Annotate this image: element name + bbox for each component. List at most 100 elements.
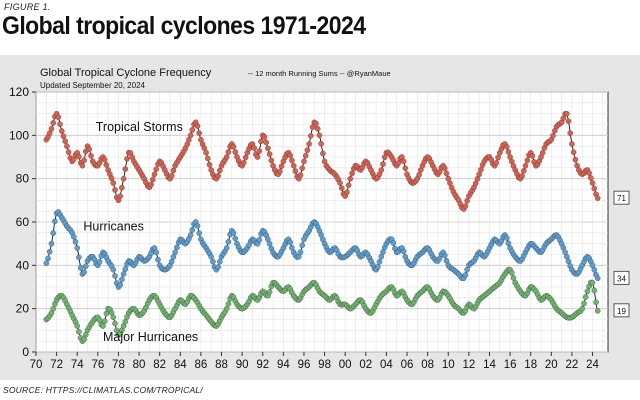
data-point bbox=[290, 162, 297, 169]
y-tick-label: 20 bbox=[16, 302, 30, 316]
data-point bbox=[155, 256, 161, 263]
data-point bbox=[48, 240, 55, 247]
data-point bbox=[88, 153, 94, 159]
x-tick-label: 04 bbox=[380, 359, 393, 371]
data-point bbox=[52, 218, 58, 225]
data-point bbox=[258, 138, 264, 145]
data-point bbox=[76, 153, 82, 160]
data-point bbox=[203, 149, 209, 156]
data-point bbox=[232, 235, 239, 242]
data-point bbox=[122, 266, 129, 272]
data-point bbox=[375, 264, 381, 270]
data-point bbox=[442, 252, 448, 259]
data-point bbox=[277, 168, 283, 175]
data-point bbox=[62, 138, 68, 144]
data-point bbox=[564, 253, 570, 260]
data-point bbox=[378, 253, 385, 260]
data-point bbox=[232, 149, 239, 155]
data-point bbox=[45, 255, 51, 262]
data-point bbox=[170, 167, 177, 174]
data-point bbox=[292, 168, 299, 174]
data-point bbox=[217, 167, 223, 174]
end-value-box bbox=[613, 303, 630, 318]
data-point bbox=[223, 305, 230, 312]
data-point bbox=[443, 170, 450, 177]
x-tick-label: 90 bbox=[236, 359, 249, 371]
data-point bbox=[569, 141, 575, 147]
x-tick-label: 06 bbox=[401, 359, 414, 371]
data-point bbox=[174, 244, 180, 251]
data-point bbox=[589, 279, 596, 286]
data-point bbox=[112, 273, 118, 279]
data-point bbox=[210, 258, 216, 265]
data-point bbox=[400, 248, 407, 255]
data-point bbox=[65, 149, 72, 155]
data-point bbox=[400, 158, 407, 164]
figure-label: FIGURE 1. bbox=[4, 2, 51, 12]
data-point bbox=[416, 172, 422, 178]
y-tick-label: 100 bbox=[9, 128, 29, 142]
data-point bbox=[565, 258, 572, 265]
data-point bbox=[124, 156, 130, 162]
data-point bbox=[318, 140, 324, 147]
x-tick-label: 80 bbox=[133, 359, 146, 371]
data-point bbox=[287, 239, 293, 246]
data-point bbox=[318, 232, 324, 238]
x-tick-label: 96 bbox=[298, 359, 311, 371]
chart-subtitle: -- 12 month Running Sums -- @RyanMaue bbox=[248, 69, 391, 78]
data-point bbox=[120, 271, 127, 277]
data-point bbox=[493, 160, 500, 166]
data-point bbox=[251, 145, 257, 151]
x-tick-label: 92 bbox=[256, 359, 269, 371]
data-point bbox=[55, 114, 62, 120]
data-point bbox=[402, 165, 409, 171]
data-point bbox=[196, 130, 202, 136]
x-tick-label: 10 bbox=[442, 359, 455, 371]
data-point bbox=[110, 314, 117, 321]
data-point bbox=[529, 153, 536, 159]
data-point bbox=[570, 149, 577, 156]
data-point bbox=[524, 157, 531, 164]
data-point bbox=[112, 187, 118, 193]
data-point bbox=[187, 132, 194, 139]
data-point bbox=[442, 165, 448, 172]
data-point bbox=[320, 150, 326, 157]
y-tick-label: 40 bbox=[16, 258, 30, 272]
data-point bbox=[74, 245, 80, 251]
data-point bbox=[60, 133, 67, 139]
data-point bbox=[225, 149, 232, 155]
data-point bbox=[503, 235, 510, 241]
data-point bbox=[172, 249, 178, 256]
data-point bbox=[316, 132, 323, 139]
data-point bbox=[101, 318, 108, 324]
data-point bbox=[72, 239, 79, 245]
data-point bbox=[594, 195, 601, 201]
data-point bbox=[289, 157, 295, 164]
data-point bbox=[101, 156, 108, 163]
data-point bbox=[254, 154, 261, 160]
data-point bbox=[297, 172, 304, 178]
data-point bbox=[100, 323, 106, 329]
data-point bbox=[241, 160, 247, 166]
data-point bbox=[256, 148, 263, 154]
x-tick-label: 22 bbox=[566, 359, 579, 371]
data-point bbox=[230, 143, 237, 150]
x-tick-label: 76 bbox=[91, 359, 104, 371]
data-point bbox=[48, 126, 55, 132]
data-point bbox=[110, 266, 117, 273]
x-tick-label: 84 bbox=[174, 359, 187, 371]
data-point bbox=[187, 232, 194, 238]
data-point bbox=[478, 166, 484, 173]
data-point bbox=[591, 267, 598, 273]
data-point bbox=[50, 230, 56, 236]
data-point bbox=[217, 258, 223, 265]
data-point bbox=[349, 170, 355, 177]
x-tick-label: 02 bbox=[359, 359, 372, 371]
data-point bbox=[521, 168, 527, 174]
data-point bbox=[261, 134, 268, 140]
data-point bbox=[189, 227, 196, 233]
data-point bbox=[59, 128, 65, 134]
data-point bbox=[591, 287, 598, 294]
end-value-label: 19 bbox=[617, 307, 626, 316]
data-point bbox=[464, 198, 470, 204]
